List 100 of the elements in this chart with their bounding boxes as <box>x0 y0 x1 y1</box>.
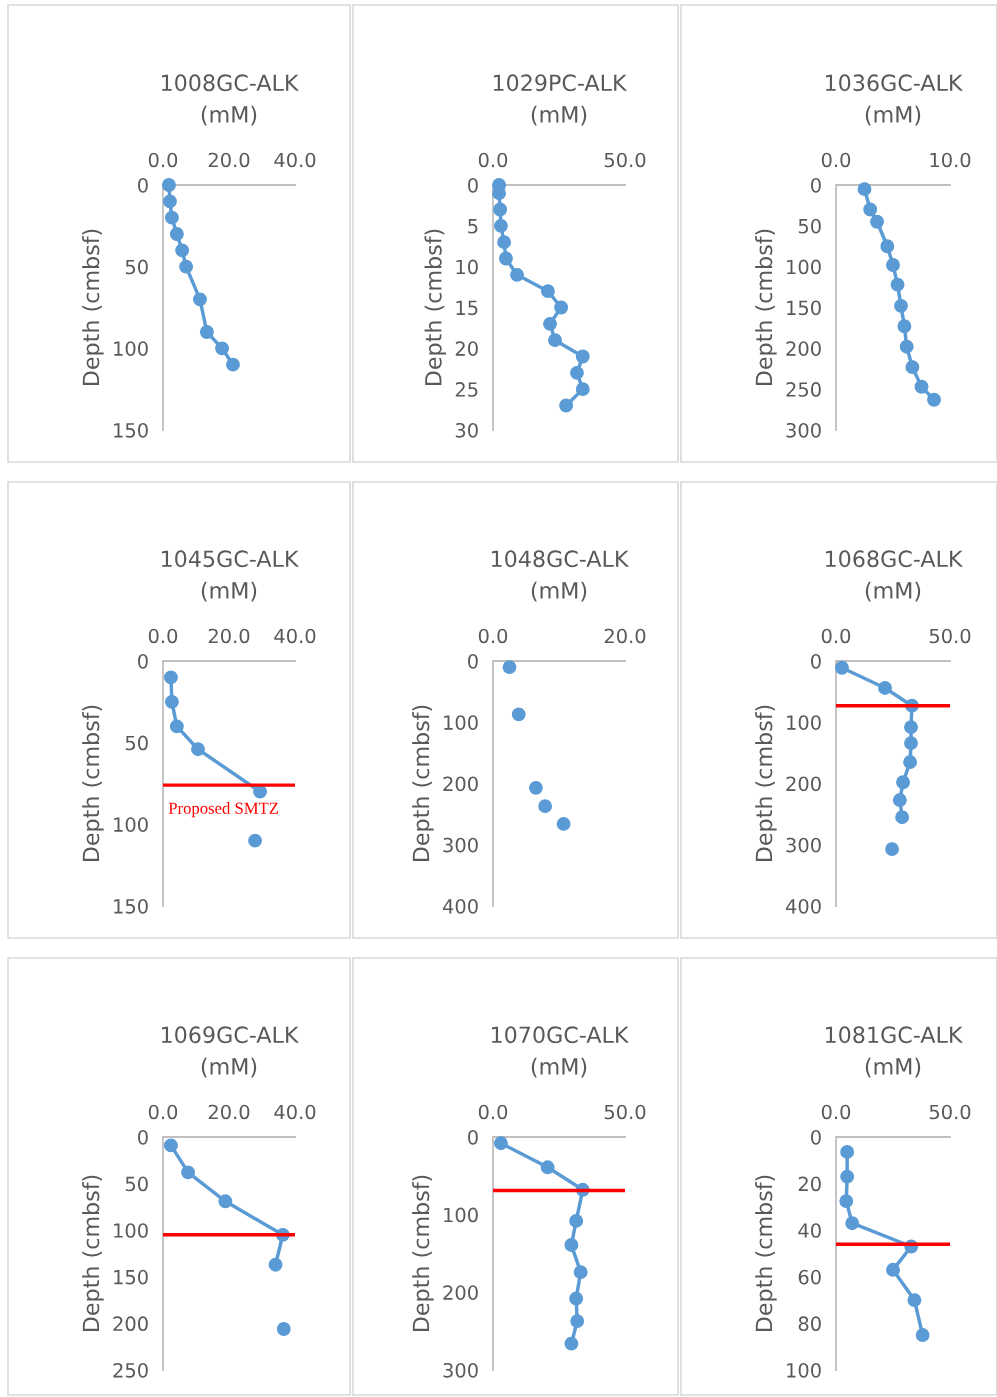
point <box>510 267 524 282</box>
y-tick-label: 0 <box>138 653 148 669</box>
chart-title: 1036GC-ALK (mM) <box>825 74 963 126</box>
ref-line-label: Proposed SMTZ <box>168 802 279 818</box>
chart-title: 1069GC-ALK (mM) <box>161 1026 299 1078</box>
y-tick-label: 0 <box>468 177 478 193</box>
point <box>497 235 512 250</box>
point <box>554 300 569 315</box>
point <box>899 339 914 354</box>
y-tick-label: 200 <box>113 1316 148 1332</box>
x-tick-label: 0.0 <box>148 1104 178 1120</box>
point <box>564 1238 579 1252</box>
y-tick-label: 100 <box>114 817 148 832</box>
point <box>857 182 872 197</box>
point <box>839 1194 854 1209</box>
y-tick-label: 50 <box>798 218 821 234</box>
x-tick-label: 20.0 <box>208 628 250 644</box>
y-tick-label: 300 <box>786 422 821 438</box>
chart-title: 1048GC-ALK (mM) <box>491 550 629 602</box>
x-tick-label: 50.0 <box>604 152 646 168</box>
point <box>218 1194 233 1209</box>
point <box>863 202 878 217</box>
point <box>163 670 178 685</box>
point <box>897 319 912 334</box>
point <box>191 742 205 757</box>
y-tick-label: 200 <box>443 776 478 792</box>
y-axis-title: Depth (cmbsf) <box>424 229 447 386</box>
y-tick-label: 400 <box>442 898 478 914</box>
y-tick-label: 300 <box>786 837 821 853</box>
point <box>169 227 184 241</box>
x-tick-label: 40.0 <box>274 1104 316 1120</box>
y-tick-label: 200 <box>786 341 821 356</box>
point <box>215 341 230 356</box>
point <box>840 1169 855 1184</box>
point <box>540 284 555 299</box>
point <box>915 1328 930 1342</box>
point <box>840 1144 855 1159</box>
point <box>570 1314 585 1329</box>
y-tick-label: 100 <box>114 1223 148 1238</box>
point <box>845 1216 860 1231</box>
chart-title: 1045GC-ALK (mM) <box>161 550 299 602</box>
point <box>540 1160 555 1175</box>
y-tick-label: 0 <box>811 1129 821 1145</box>
point <box>890 277 905 292</box>
y-axis-title: Depth (cmbsf) <box>755 705 777 862</box>
point <box>226 357 240 372</box>
point <box>895 810 910 825</box>
x-tick-label: 20.0 <box>208 152 250 168</box>
y-tick-label: 25 <box>455 382 478 397</box>
y-tick-label: 60 <box>798 1269 821 1285</box>
x-tick-label: 0.0 <box>478 1104 508 1120</box>
x-tick-label: 50.0 <box>929 1104 971 1120</box>
point <box>575 382 590 397</box>
y-tick-label: 100 <box>787 715 821 730</box>
point <box>894 298 908 313</box>
y-tick-label: 250 <box>113 1362 148 1378</box>
y-axis-title: Depth (cmbsf) <box>412 705 434 862</box>
y-tick-label: 0 <box>138 1129 148 1145</box>
x-tick-label: 50.0 <box>604 1104 646 1120</box>
point <box>498 251 513 266</box>
y-tick-label: 50 <box>125 735 148 751</box>
point <box>502 660 517 675</box>
chart-title: 1029PC-ALK (mM) <box>493 74 628 126</box>
y-tick-label: 0 <box>811 653 821 669</box>
point <box>905 360 920 375</box>
y-axis-title: Depth (cmbsf) <box>82 1175 104 1332</box>
point <box>892 793 907 807</box>
y-axis-title: Depth (cmbsf) <box>755 1175 777 1332</box>
chart-title: 1081GC-ALK (mM) <box>825 1026 963 1078</box>
y-tick-label: 100 <box>787 259 821 275</box>
point <box>904 720 918 735</box>
point <box>528 780 543 795</box>
point <box>199 325 214 339</box>
point <box>175 243 190 258</box>
y-tick-label: 250 <box>786 382 821 397</box>
y-tick-label: 400 <box>785 898 821 914</box>
point <box>543 316 557 331</box>
point <box>268 1257 283 1272</box>
y-tick-label: 150 <box>787 300 821 316</box>
point <box>493 218 508 233</box>
point <box>564 1336 579 1351</box>
y-tick-label: 150 <box>114 1269 148 1285</box>
point <box>927 392 941 407</box>
x-tick-label: 20.0 <box>604 628 646 644</box>
point <box>573 1265 588 1280</box>
y-tick-label: 15 <box>456 300 478 316</box>
y-tick-label: 50 <box>125 1176 148 1192</box>
y-tick-label: 200 <box>443 1285 478 1300</box>
point <box>834 660 849 675</box>
y-tick-label: 300 <box>443 837 478 853</box>
point <box>870 214 884 229</box>
point <box>511 707 526 722</box>
y-tick-label: 0 <box>811 177 821 193</box>
x-tick-label: 0.0 <box>478 628 508 644</box>
y-tick-label: 20 <box>798 1176 821 1192</box>
x-tick-label: 40.0 <box>274 628 316 644</box>
point <box>896 775 910 790</box>
y-tick-label: 5 <box>468 219 478 234</box>
chart-title: 1008GC-ALK (mM) <box>161 74 299 126</box>
point <box>169 719 184 734</box>
